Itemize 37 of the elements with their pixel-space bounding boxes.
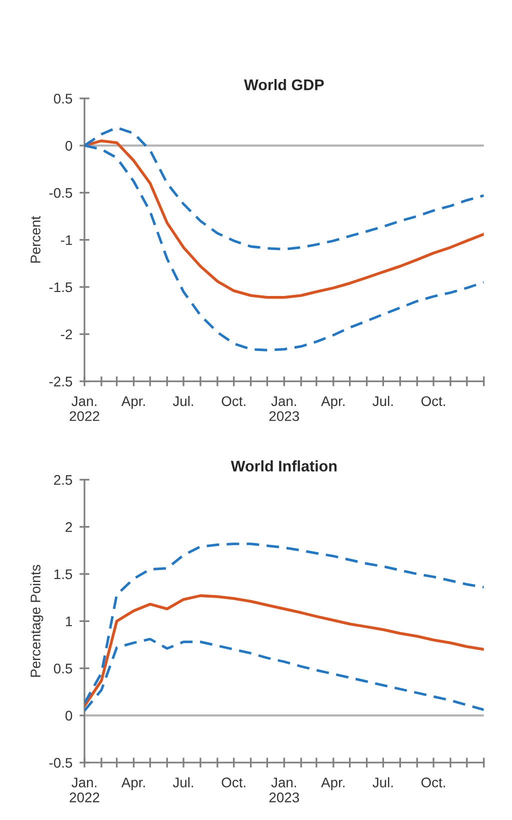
y-tick-label: 1 xyxy=(66,616,72,626)
x-tick-label: Jan. 2023 xyxy=(269,396,299,422)
y-tick-label: 0 xyxy=(65,140,72,151)
y-tick-label: -0.5 xyxy=(49,188,72,198)
y-tick-label: 0.5 xyxy=(54,94,72,104)
x-tick-label: Jan. 2022 xyxy=(70,396,100,422)
x-tick-label: Oct. xyxy=(421,396,445,406)
y-tick-label: -2.5 xyxy=(49,376,72,386)
x-tick-label: Oct. xyxy=(421,778,445,788)
x-tick-label: Jul. xyxy=(372,396,393,406)
y-tick-label: 1.5 xyxy=(54,569,72,580)
x-tick-label: Apr. xyxy=(321,396,344,409)
x-tick-label: Apr. xyxy=(121,396,145,409)
y-tick-label: -1 xyxy=(60,235,72,245)
line-series xyxy=(84,638,484,712)
x-tick-label: Apr. xyxy=(321,778,344,790)
y-tick-label: 2 xyxy=(66,522,72,532)
x-tick-label: Jan. 2023 xyxy=(269,778,299,802)
x-tick-label: Apr. xyxy=(121,778,145,790)
line-series xyxy=(84,542,484,704)
y-axis-title: Percent xyxy=(30,216,40,263)
y-axis-title: Percentage Points xyxy=(30,564,44,677)
chart-title: World Inflation xyxy=(230,460,337,472)
x-tick-label: Jan. 2022 xyxy=(70,778,100,802)
x-tick-label: Jul. xyxy=(372,777,393,788)
y-tick-label: -2 xyxy=(60,329,72,340)
x-tick-label: Oct. xyxy=(222,396,246,406)
x-tick-label: Jul. xyxy=(172,777,194,788)
y-tick-label: 2.5 xyxy=(54,475,72,485)
y-tick-label: 0.5 xyxy=(54,664,72,674)
y-tick-label: 0 xyxy=(65,710,72,721)
y-tick-label: -0.5 xyxy=(49,758,72,768)
chart-title: World GDP xyxy=(244,78,324,90)
line-series xyxy=(84,594,484,708)
x-tick-label: Jul. xyxy=(172,396,194,406)
x-tick-label: Oct. xyxy=(222,778,246,788)
y-tick-label: -1.5 xyxy=(49,282,72,292)
